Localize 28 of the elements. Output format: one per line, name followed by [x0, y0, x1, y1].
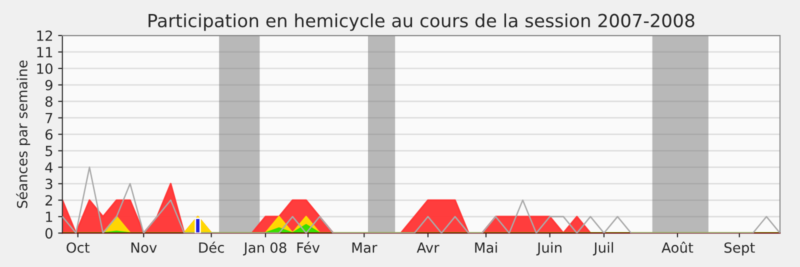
- y-tick-label: 11: [37, 47, 52, 58]
- y-tick-label: 8: [45, 96, 52, 107]
- y-tick-label: 4: [45, 162, 53, 173]
- y-tick-label: 3: [46, 178, 52, 190]
- x-tick-label: Mar: [352, 242, 378, 253]
- y-axis-title: Séances par semaine: [16, 60, 30, 208]
- y-tick-label: 2: [46, 195, 52, 206]
- x-tick-label: Avr: [416, 242, 440, 253]
- y-tick-label: 7: [46, 112, 52, 124]
- line-series: [62, 166, 780, 234]
- x-tick-label: Août: [662, 242, 694, 253]
- y-tick-label: 5: [46, 146, 52, 156]
- chart-title: Participation en hemicycle au cours de la session 2007-2008: [148, 13, 694, 31]
- y-tick-label: 10: [37, 63, 52, 74]
- x-tick-label: Mai: [475, 242, 497, 253]
- x-tick-label: Juin: [536, 242, 562, 256]
- x-tick-label: Juil: [592, 242, 613, 256]
- x-tick-label: Déc: [199, 242, 224, 253]
- x-tick-label: Jan 08: [243, 242, 286, 256]
- x-tick-label: Sept: [724, 242, 755, 256]
- y-tick-label: 1: [46, 212, 52, 222]
- x-tick-label: Fév: [297, 242, 320, 253]
- y-tick-label: 6: [46, 129, 52, 140]
- y-tick-label: 9: [45, 80, 52, 90]
- x-tick-label: Nov: [131, 242, 157, 253]
- x-tick-label: Oct: [66, 242, 90, 253]
- y-tick-label: 12: [37, 30, 52, 41]
- y-tick-label: 0: [45, 228, 52, 239]
